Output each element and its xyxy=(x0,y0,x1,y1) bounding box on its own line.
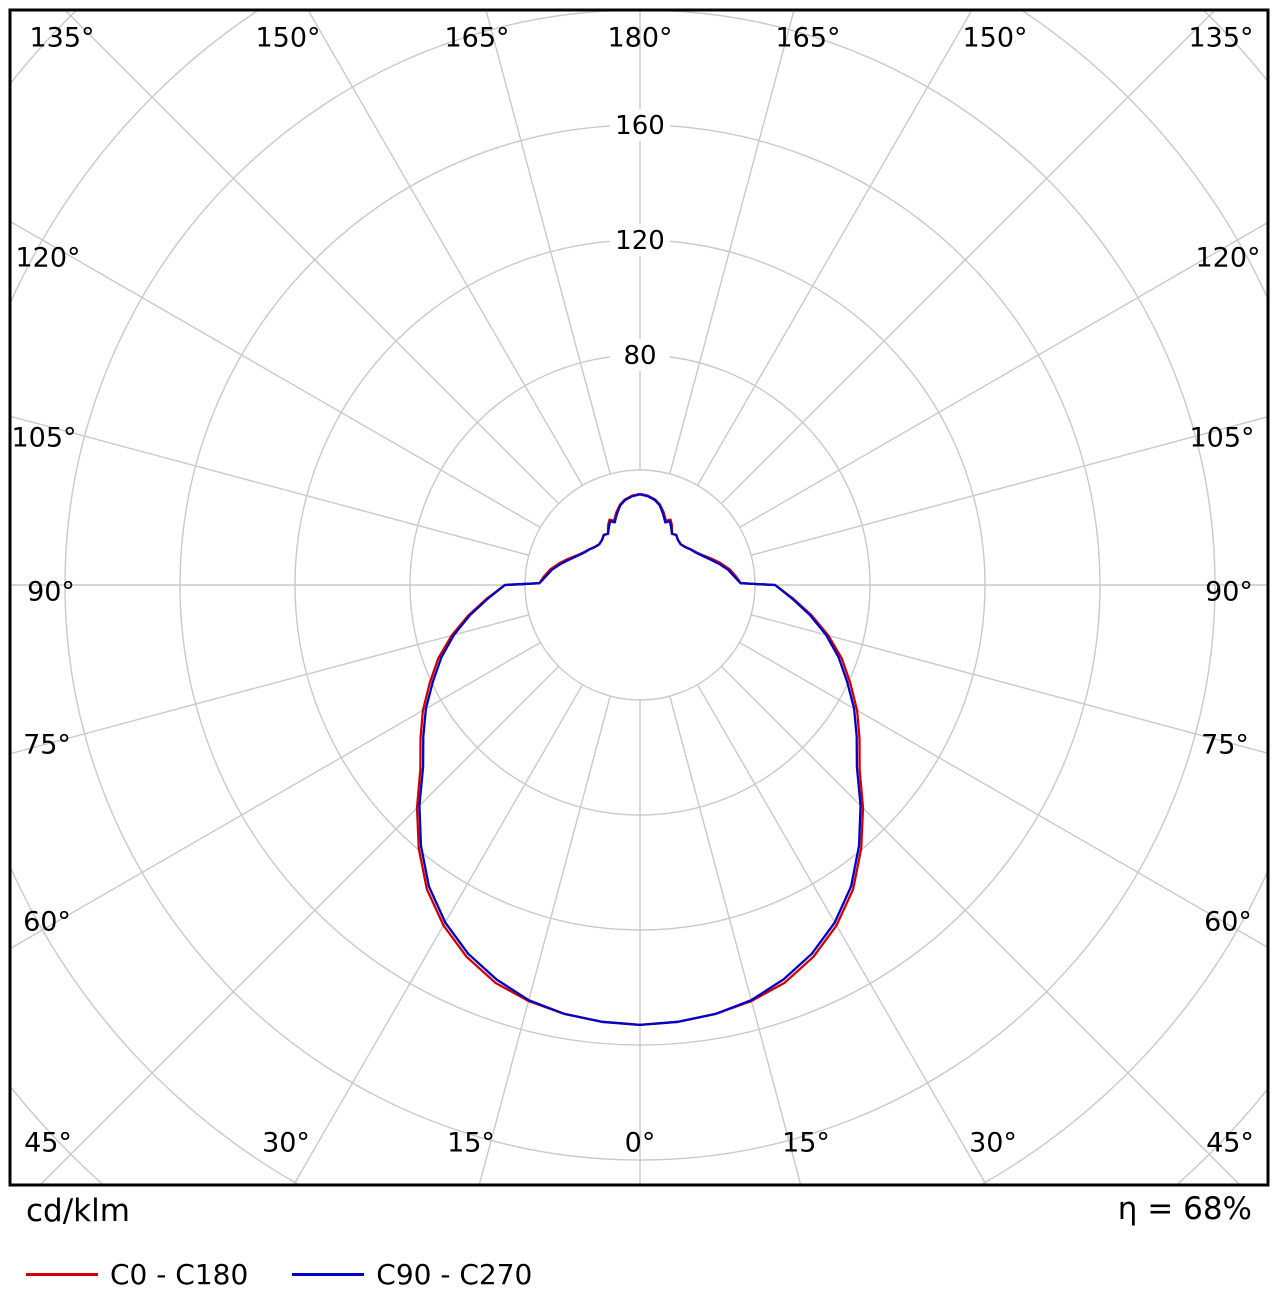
angle-label: 150° xyxy=(962,23,1027,54)
grid-radial-line xyxy=(64,10,560,505)
grid-radial-line xyxy=(750,416,1268,556)
angle-label: 135° xyxy=(29,23,94,54)
grid-radial-line xyxy=(696,10,973,486)
grid-radial-line xyxy=(292,684,584,1185)
angle-label: 150° xyxy=(255,23,320,54)
grid-radial-line xyxy=(720,10,1216,505)
angle-label: 60° xyxy=(1204,907,1252,938)
grid-radial-line xyxy=(696,684,988,1185)
chart-border xyxy=(8,8,1270,1187)
angle-label: 105° xyxy=(1189,423,1254,454)
angle-label: 45° xyxy=(1206,1128,1254,1159)
angle-label: 45° xyxy=(24,1128,72,1159)
angle-label: 120° xyxy=(15,243,80,274)
angle-label: 105° xyxy=(11,423,76,454)
grid-radial-line xyxy=(307,10,584,486)
grid-radial-line xyxy=(39,665,560,1185)
angle-label: 75° xyxy=(23,730,71,761)
grid-radial-line xyxy=(720,665,1241,1185)
grid-circle xyxy=(524,469,756,701)
legend: C0 - C180 C90 - C270 xyxy=(26,1258,532,1291)
grid-radial-line xyxy=(669,695,802,1185)
angle-label: 165° xyxy=(775,23,840,54)
angle-label: 120° xyxy=(1195,243,1260,274)
radial-tick-label: 80 xyxy=(623,341,656,371)
grid-radial-line xyxy=(485,10,611,475)
grid-radial-line xyxy=(750,614,1268,754)
grid-radial-line xyxy=(739,641,1268,949)
radial-tick-label: 120 xyxy=(615,226,665,256)
angle-label: 15° xyxy=(447,1128,495,1159)
units-label: cd/klm xyxy=(26,1193,130,1229)
curve-c90-c270 xyxy=(418,493,862,1027)
grid-radial-line xyxy=(478,695,611,1185)
efficiency-label: η = 68% xyxy=(1117,1191,1252,1227)
legend-label-c90-c270: C90 - C270 xyxy=(376,1258,533,1291)
grid-radial-line xyxy=(10,641,541,950)
angle-label: 165° xyxy=(444,23,509,54)
grid-radial-line xyxy=(10,415,530,556)
grid-radial-line xyxy=(10,614,530,755)
legend-line-c0-c180-icon xyxy=(26,1273,98,1276)
angle-label: 60° xyxy=(23,907,71,938)
angle-label: 15° xyxy=(782,1128,830,1159)
angle-label: 90° xyxy=(27,577,75,608)
legend-item-c0-c180: C0 - C180 xyxy=(26,1258,248,1291)
tick-label-mask xyxy=(610,339,670,371)
angle-label: 75° xyxy=(1201,730,1249,761)
legend-label-c0-c180: C0 - C180 xyxy=(110,1258,249,1291)
tick-label-mask xyxy=(610,109,670,141)
angle-label: 90° xyxy=(1205,577,1253,608)
legend-item-c90-c270: C90 - C270 xyxy=(292,1258,532,1291)
angle-label: 135° xyxy=(1188,23,1253,54)
grid-radial-line xyxy=(739,221,1268,529)
radial-tick-label: 160 xyxy=(615,111,665,141)
grid-radial-line xyxy=(669,10,795,475)
angle-label: 30° xyxy=(969,1128,1017,1159)
angle-label: 30° xyxy=(262,1128,310,1159)
tick-label-mask xyxy=(610,224,670,256)
grid-radial-line xyxy=(10,220,541,529)
legend-line-c90-c270-icon xyxy=(292,1273,365,1276)
angle-label: 180° xyxy=(607,23,672,54)
angle-label: 0° xyxy=(625,1128,656,1159)
